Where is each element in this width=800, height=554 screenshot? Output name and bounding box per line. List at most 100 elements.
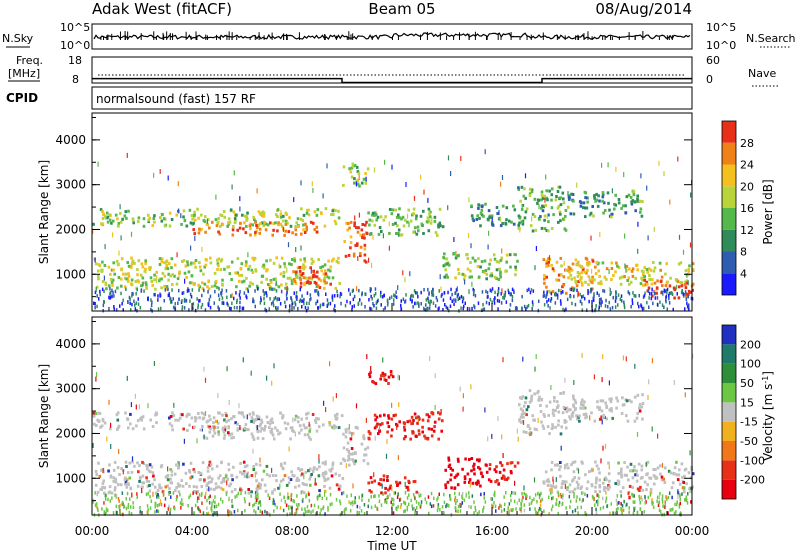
heatmap-cell (179, 501, 182, 505)
heatmap-cell (561, 496, 564, 500)
heatmap-cell (207, 290, 209, 294)
heatmap-cell (585, 487, 589, 491)
heatmap-cell (251, 418, 255, 422)
heatmap-cell (314, 419, 317, 422)
heatmap-cell (218, 411, 221, 415)
heatmap-cell (358, 184, 361, 188)
heatmap-cell (622, 204, 625, 208)
heatmap-cell (104, 244, 106, 250)
heatmap-cell (132, 505, 135, 509)
heatmap-cell (207, 287, 211, 291)
heatmap-cell (285, 293, 288, 297)
heatmap-cell (194, 503, 197, 508)
heatmap-cell (444, 468, 447, 472)
heatmap-cell (634, 363, 636, 369)
heatmap-cell (519, 507, 521, 511)
heatmap-cell (275, 289, 278, 293)
heatmap-cell (489, 288, 492, 292)
heatmap-cell (255, 284, 259, 288)
heatmap-cell (92, 414, 96, 418)
heatmap-cell (463, 480, 467, 484)
heatmap-cell (325, 407, 327, 413)
heatmap-cell (587, 283, 590, 287)
heatmap-cell (477, 301, 480, 305)
heatmap-cell (412, 294, 414, 298)
heatmap-cell (131, 460, 134, 464)
heatmap-cell (601, 399, 605, 403)
heatmap-cell (632, 493, 634, 497)
heatmap-cell (487, 478, 491, 482)
heatmap-cell (264, 424, 267, 428)
heatmap-cell (332, 426, 336, 430)
heatmap-cell (433, 425, 436, 429)
heatmap-cell (386, 421, 389, 425)
heatmap-cell (497, 278, 501, 281)
sky-label: N.Sky (2, 32, 34, 45)
heatmap-cell (602, 201, 606, 205)
heatmap-cell (546, 484, 550, 487)
heatmap-cell (494, 490, 496, 495)
heatmap-cell (383, 293, 385, 298)
heatmap-cell (570, 287, 572, 292)
heatmap-cell (400, 299, 402, 303)
heatmap-cell (211, 220, 214, 224)
heatmap-cell (679, 512, 681, 517)
heatmap-cell (550, 460, 554, 464)
heatmap-cell (402, 297, 405, 302)
heatmap-cell (600, 415, 602, 421)
heatmap-cell (545, 261, 548, 265)
heatmap-cell (565, 410, 569, 414)
heatmap-cell (271, 474, 275, 477)
heatmap-cell (138, 464, 141, 468)
heatmap-cell (196, 489, 200, 493)
heatmap-cell (347, 454, 350, 458)
heatmap-cell (131, 302, 133, 307)
heatmap-cell (108, 463, 111, 467)
heatmap-cell (171, 411, 174, 415)
heatmap-cell (669, 508, 671, 512)
heatmap-cell (389, 484, 392, 488)
heatmap-cell (176, 252, 178, 258)
heatmap-cell (685, 281, 689, 285)
heatmap-cell (188, 208, 192, 212)
heatmap-cell (636, 473, 639, 477)
heatmap-cell (387, 414, 390, 418)
heatmap-cell (618, 276, 622, 280)
heatmap-cell (147, 511, 149, 515)
heatmap-cell (477, 257, 480, 261)
heatmap-cell (310, 297, 312, 301)
heatmap-cell (525, 307, 527, 311)
heatmap-cell (119, 204, 121, 210)
heatmap-cell (204, 258, 208, 261)
heatmap-cell (286, 512, 288, 517)
heatmap-cell (454, 291, 456, 295)
heatmap-cell (418, 501, 420, 506)
heatmap-cell (355, 226, 358, 230)
heatmap-cell (675, 284, 678, 290)
heatmap-cell (594, 485, 597, 489)
heatmap-cell (540, 206, 543, 210)
heatmap-cell (286, 276, 290, 280)
heatmap-cell (252, 468, 256, 471)
heatmap-cell (550, 507, 553, 512)
heatmap-cell (671, 495, 673, 500)
heatmap-cell (196, 207, 199, 211)
heatmap-cell (295, 275, 298, 279)
heatmap-cell (323, 472, 327, 476)
heatmap-cell (552, 496, 554, 500)
heatmap-cell (641, 278, 645, 282)
heatmap-cell (625, 414, 628, 418)
heatmap-cell (625, 356, 627, 362)
heatmap-cell (573, 399, 577, 403)
heatmap-cell (648, 267, 651, 271)
heatmap-cell (652, 290, 656, 294)
heatmap-cell (571, 262, 575, 266)
heatmap-cell (190, 261, 193, 265)
heatmap-cell (594, 272, 598, 276)
heatmap-cell (113, 486, 117, 490)
heatmap-cell (428, 415, 431, 419)
heatmap-cell (152, 491, 154, 497)
heatmap-cell (364, 181, 368, 185)
heatmap-cell (588, 262, 591, 266)
heatmap-cell (358, 175, 360, 180)
